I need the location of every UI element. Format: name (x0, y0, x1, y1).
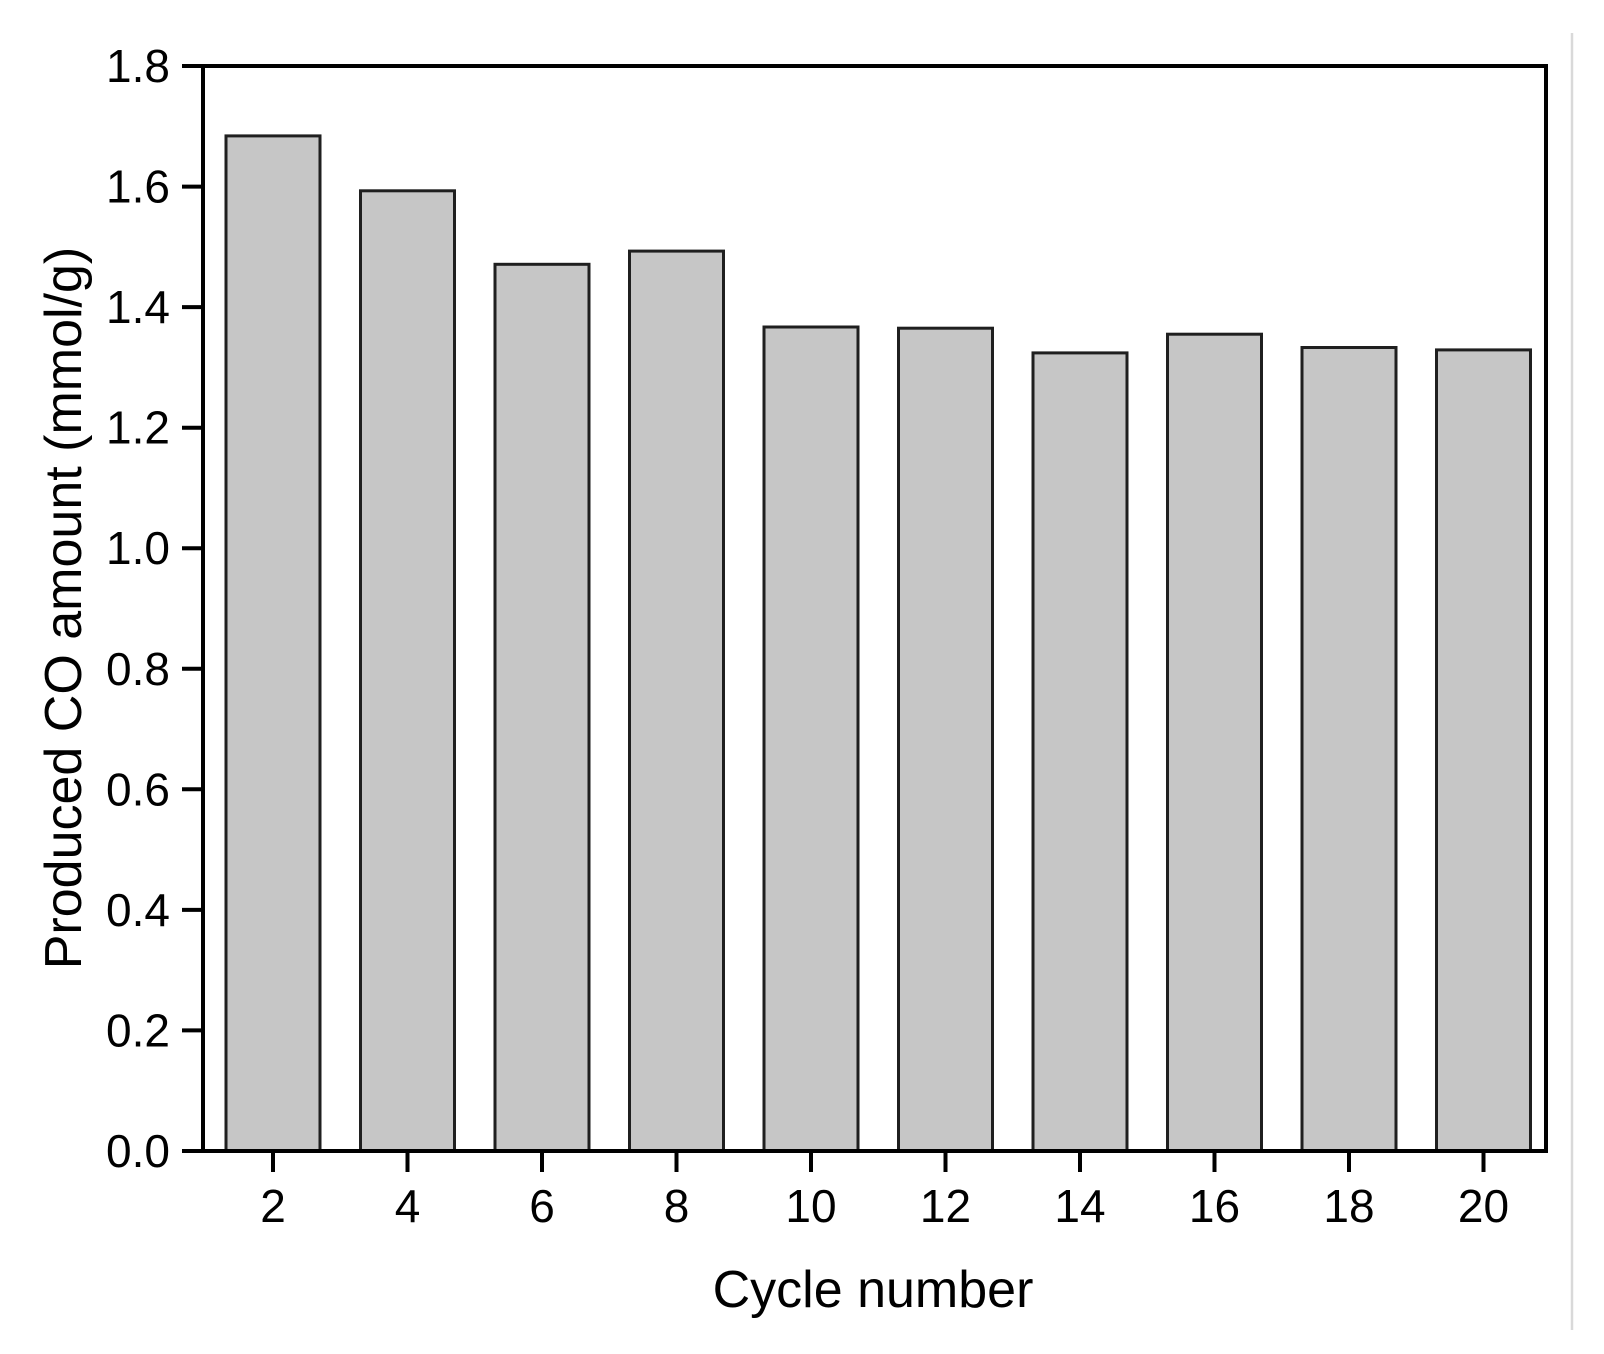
y-axis-title: Produced CO amount (mmol/g) (35, 247, 93, 970)
y-tick-label: 0.6 (106, 763, 170, 815)
bar-cycle-20 (1435, 348, 1532, 1153)
bar-cycle-6 (493, 262, 591, 1153)
x-tick-label: 8 (664, 1180, 690, 1232)
y-tick-label: 1.0 (106, 522, 170, 574)
bar-cycle-14 (1031, 351, 1129, 1153)
bar-cycle-8 (628, 249, 725, 1153)
y-tick-label: 1.2 (106, 402, 170, 454)
x-axis: 2 4 6 8 10 12 14 16 18 20 (260, 1151, 1509, 1232)
x-tick-label: 20 (1458, 1180, 1509, 1232)
y-tick-label: 1.4 (106, 281, 170, 333)
y-tick-label: 0.8 (106, 643, 170, 695)
bars-group (224, 134, 1532, 1153)
x-tick-label: 12 (920, 1180, 971, 1232)
x-tick-label: 10 (785, 1180, 836, 1232)
x-tick-label: 14 (1054, 1180, 1105, 1232)
bar-cycle-12 (897, 326, 994, 1153)
y-tick-label: 1.6 (106, 161, 170, 213)
bar-cycle-10 (762, 325, 860, 1153)
x-tick-label: 2 (260, 1180, 286, 1232)
x-axis-title: Cycle number (713, 1261, 1034, 1319)
bar-cycle-2 (224, 134, 322, 1153)
y-tick-label: 1.8 (106, 40, 170, 92)
y-tick-label: 0.2 (106, 1004, 170, 1056)
bar-cycle-18 (1300, 346, 1398, 1153)
y-axis: 0.0 0.2 0.4 0.6 0.8 1.0 1.2 1.4 1.6 1.8 (106, 40, 203, 1177)
x-tick-label: 16 (1189, 1180, 1240, 1232)
bar-cycle-4 (359, 189, 456, 1153)
plot-frame (201, 64, 1548, 1153)
y-tick-label: 0.4 (106, 884, 170, 936)
x-tick-label: 18 (1323, 1180, 1374, 1232)
x-tick-label: 4 (395, 1180, 421, 1232)
bar-cycle-16 (1166, 332, 1263, 1153)
y-tick-label: 0.0 (106, 1125, 170, 1177)
x-tick-label: 6 (529, 1180, 555, 1232)
